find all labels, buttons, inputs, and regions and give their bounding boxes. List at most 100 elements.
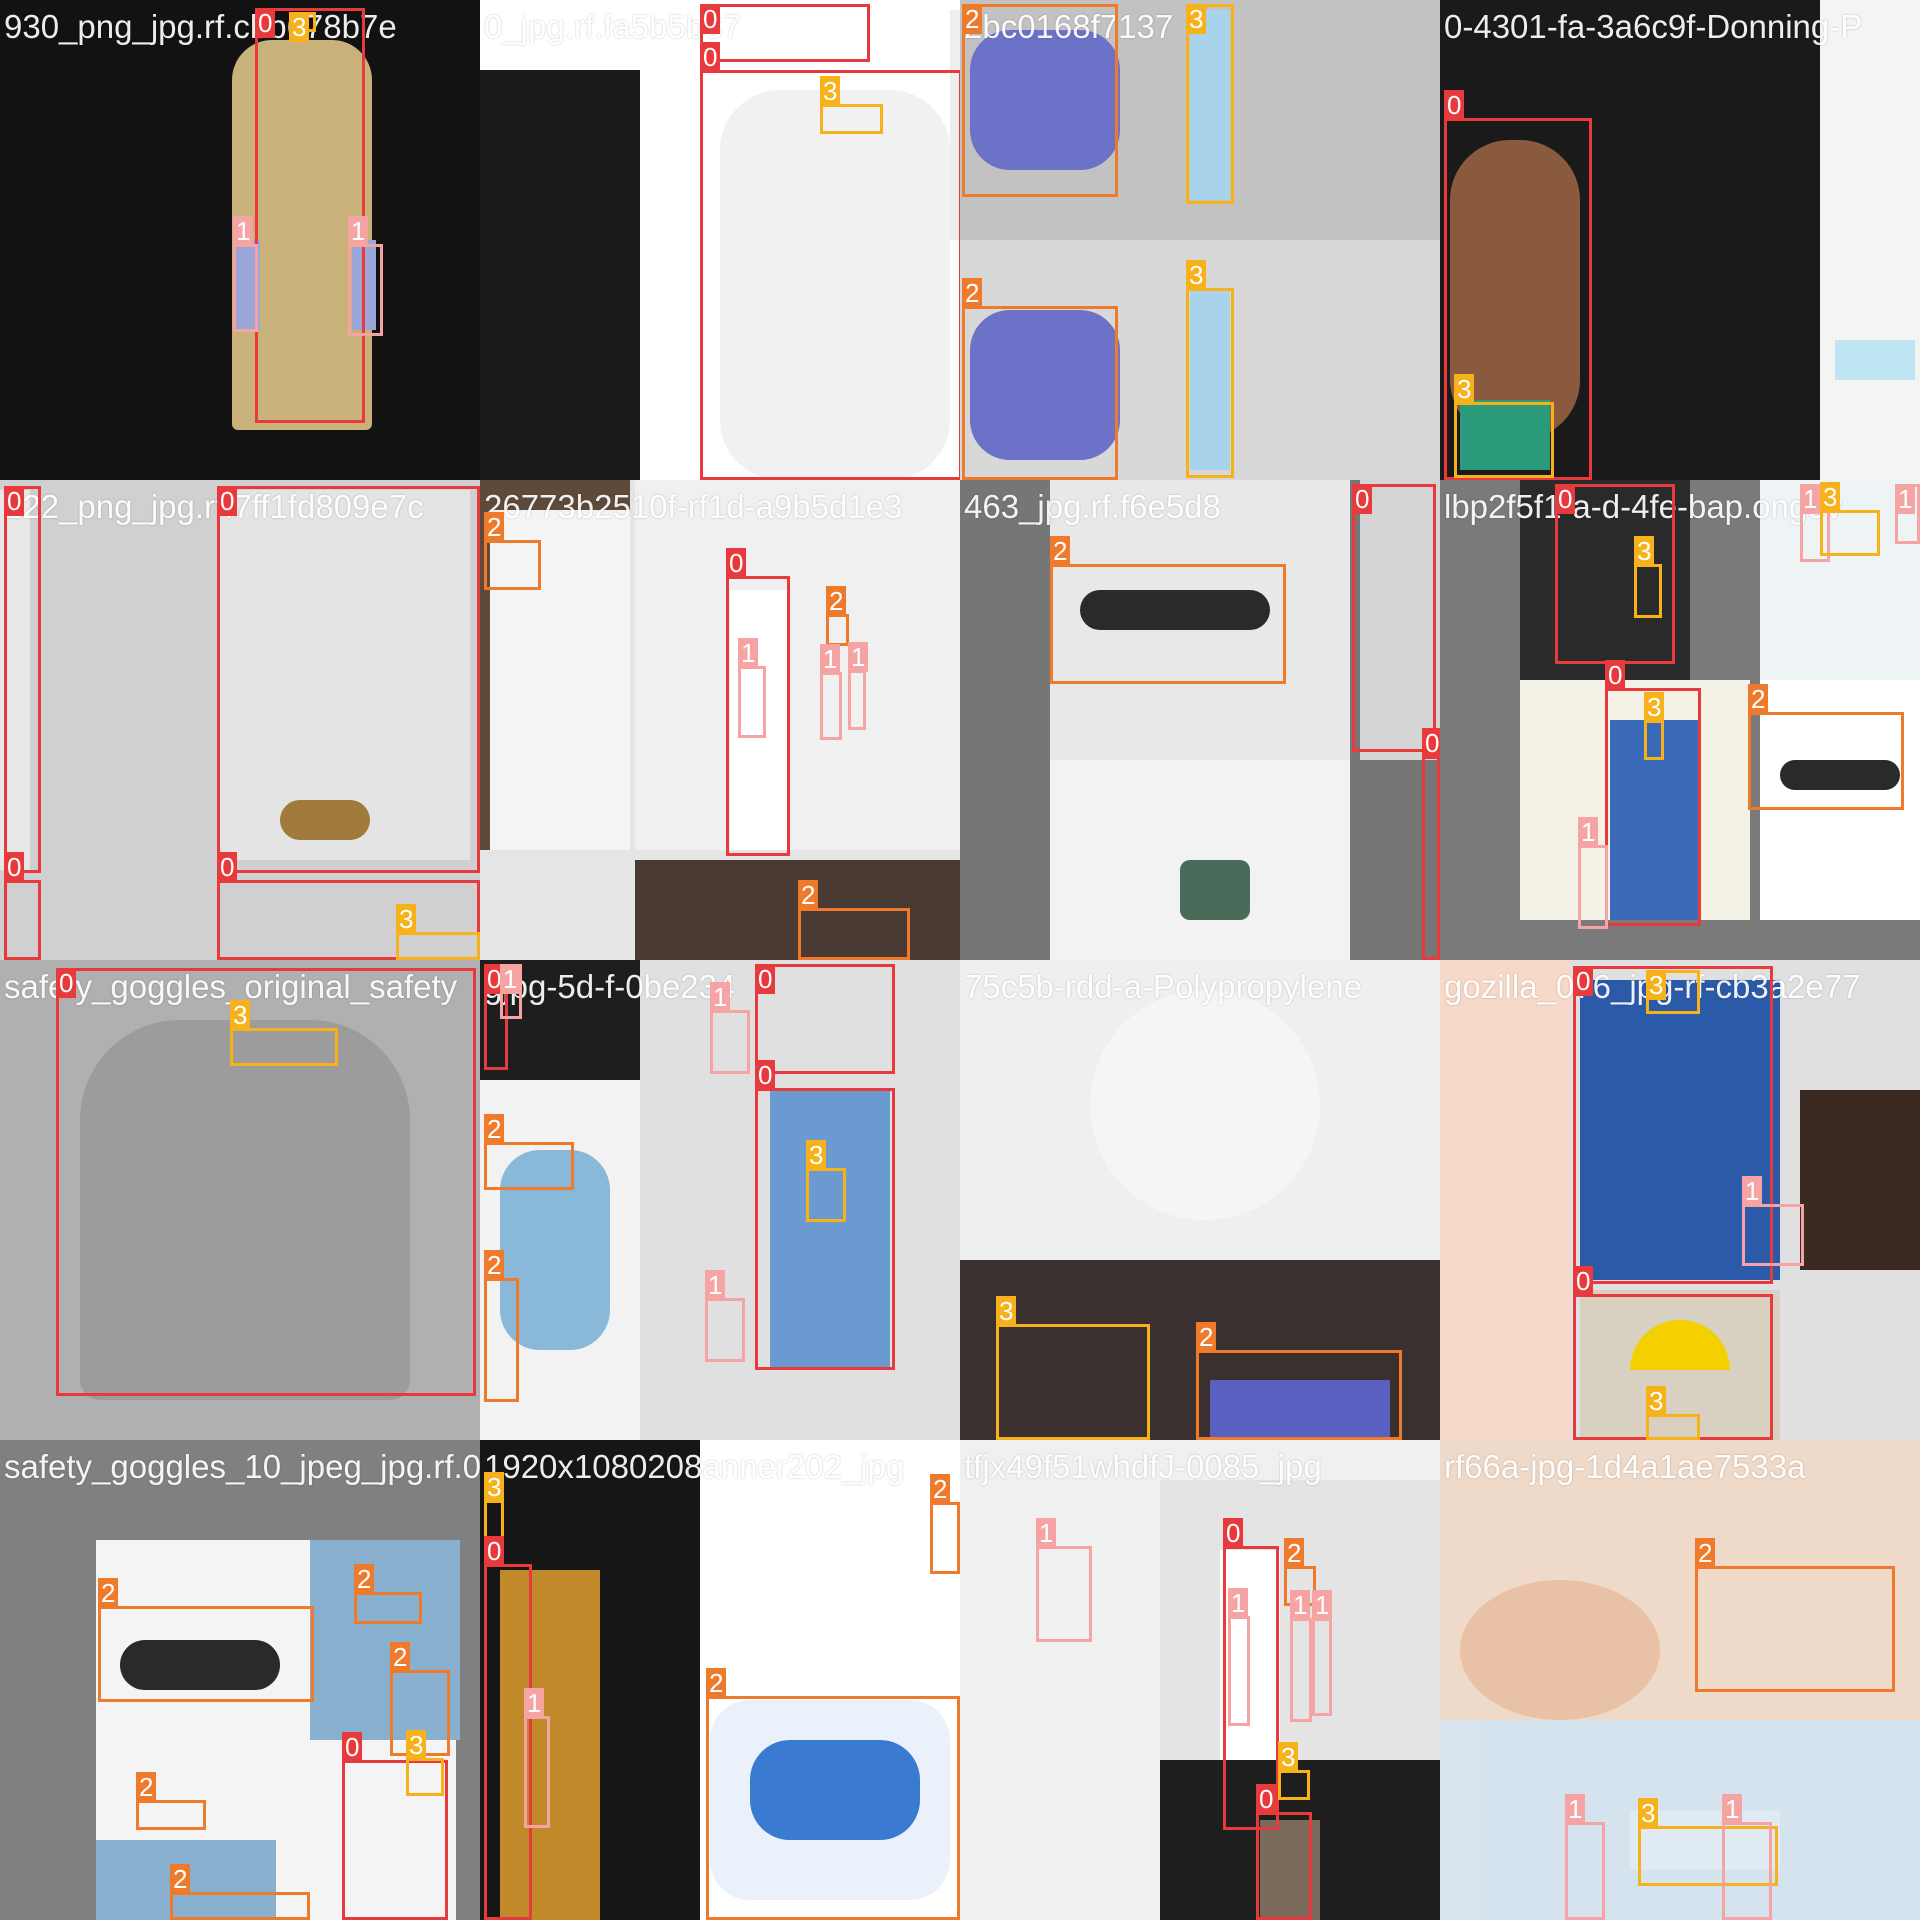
image-region <box>1210 1380 1390 1440</box>
box-class-label: 0 <box>484 964 505 994</box>
box-class-label: 3 <box>1820 482 1841 512</box>
tile-filename: gjpg-5d-f-0be234 <box>484 968 736 1005</box>
mosaic-tile: 2bc0168f7137 2 3 2 3 <box>960 0 1440 480</box>
image-region <box>770 1090 890 1370</box>
box-class-label: 0 <box>1573 966 1594 996</box>
box-class-label: 3 <box>1454 374 1475 404</box>
box-class-label: 0 <box>726 548 747 578</box>
mosaic-tile: gozilla_076_jpg-rf-cb3a2e7703103 <box>1440 960 1920 1440</box>
mosaic-tile: 75c5b-rdd-a-Polypropylene 3 2 <box>960 960 1440 1440</box>
box-class-label: 1 <box>1036 1518 1057 1548</box>
box-class-label: 1 <box>820 644 841 674</box>
box-class-label: 2 <box>170 1864 191 1894</box>
box-class-label: 1 <box>1312 1590 1333 1620</box>
box-class-label: 1 <box>710 982 731 1012</box>
box-class-label: 2 <box>1284 1538 1305 1568</box>
tile-filename: safety_goggles_original_safety <box>4 968 458 1005</box>
image-region <box>960 1480 1160 1760</box>
tile-filename: 26773b2510f-rf1d-a9b5d1e3 <box>484 488 903 525</box>
box-class-label: 0 <box>1573 1266 1594 1296</box>
box-class-label: 1 <box>1895 484 1916 514</box>
box-class-label: 0 <box>1223 1518 1244 1548</box>
box-class-label: 3 <box>289 12 310 42</box>
box-class-label: 2 <box>484 512 505 542</box>
tile-filename: 463_jpg.rf.f6e5d8 <box>964 488 1221 525</box>
mosaic-tile: safety_goggles_original_safety 0 3 <box>0 960 480 1440</box>
box-class-label: 0 <box>56 968 77 998</box>
box-class-label: 2 <box>390 1642 411 1672</box>
image-region <box>1260 1820 1320 1920</box>
tile-filename: 0_jpg.rf.fa5b5b37 <box>484 8 741 45</box>
image-region <box>1090 990 1320 1220</box>
mosaic-tile: rf66a-jpg-1d4a1ae7533a 2 1 3 1 <box>1440 1440 1920 1920</box>
image-region <box>280 800 370 840</box>
box-class-label: 1 <box>1565 1794 1586 1824</box>
image-region <box>730 590 790 850</box>
image-region <box>1800 1090 1920 1270</box>
box-class-label: 3 <box>1646 1386 1667 1416</box>
image-region <box>1190 10 1230 200</box>
image-region <box>750 1740 920 1840</box>
image-region <box>1190 290 1230 470</box>
image-region <box>0 490 30 870</box>
box-class-label: 2 <box>930 1474 951 1504</box>
image-region <box>500 1570 600 1920</box>
box-class-label: 3 <box>1186 4 1207 34</box>
box-class-label: 2 <box>1748 684 1769 714</box>
mosaic-tile: tfjx49f51whdfJ-0085_jpg 1 0 2 1 1 1 3 0 <box>960 1440 1440 1920</box>
box-class-label: 2 <box>484 1250 505 1280</box>
box-class-label: 0 <box>755 1060 776 1090</box>
box-class-label: 1 <box>1228 1588 1249 1618</box>
mosaic-tile: 1920x1080208anner202_jpg 3 0 1 2 2 <box>480 1440 960 1920</box>
image-region <box>1780 760 1900 790</box>
box-class-label: 3 <box>1646 970 1667 1000</box>
mosaic-tile: 26773b2510f-rf1d-a9b5d1e3 2 0 2 1 1 1 2 <box>480 480 960 960</box>
image-region <box>1460 1580 1660 1720</box>
mosaic-tile: 0-4301-fa-3a6c9f-Donning-P 0 3 <box>1440 0 1920 480</box>
box-class-label: 0 <box>700 42 721 72</box>
box-class-label: 0 <box>217 852 238 882</box>
image-region <box>1460 400 1550 470</box>
box-class-label: 0 <box>1605 660 1626 690</box>
tile-filename: rf66a-jpg-1d4a1ae7533a <box>1444 1448 1806 1485</box>
box-class-label: 2 <box>484 1114 505 1144</box>
box-class-label: 2 <box>354 1564 375 1594</box>
image-region <box>80 1020 410 1400</box>
tile-filename: tfjx49f51whdfJ-0085_jpg <box>964 1448 1322 1485</box>
box-class-label: 0 <box>1444 90 1465 120</box>
image-region <box>1760 480 1920 680</box>
mosaic-tile: 0_jpg.rf.fa5b5b3700302 <box>480 0 960 480</box>
image-region <box>500 1150 610 1350</box>
box-class-label: 2 <box>798 880 819 910</box>
box-class-label: 3 <box>1186 260 1207 290</box>
image-region <box>480 70 640 480</box>
box-class-label: 1 <box>1742 1176 1763 1206</box>
image-region <box>950 10 960 240</box>
box-class-label: 2 <box>826 586 847 616</box>
image-region <box>490 510 630 850</box>
image-region <box>1835 340 1915 380</box>
box-class-label: 3 <box>230 1000 251 1030</box>
box-class-label: 0 <box>1555 484 1576 514</box>
box-class-label: 0 <box>1256 1784 1277 1814</box>
box-class-label: 0 <box>342 1732 363 1762</box>
image-region <box>480 860 635 960</box>
image-region <box>635 480 960 850</box>
box-class-label: 3 <box>806 1140 827 1170</box>
image-region <box>220 490 470 860</box>
image-region <box>635 860 960 960</box>
box-class-label: 2 <box>962 278 983 308</box>
box-class-label: 0 <box>4 852 25 882</box>
box-class-label: 2 <box>98 1578 119 1608</box>
box-class-label: 0 <box>1422 728 1440 758</box>
box-class-label: 1 <box>233 216 254 246</box>
box-class-label: 1 <box>524 1688 545 1718</box>
box-class-label: 3 <box>1278 1742 1299 1772</box>
image-region <box>970 310 1120 460</box>
box-class-label: 3 <box>1644 692 1665 722</box>
tile-filename: 930_png_jpg.rf.cbb678b7e <box>4 8 397 45</box>
image-region <box>1580 980 1780 1280</box>
box-class-label: 0 <box>755 964 776 994</box>
box-class-label: 0 <box>217 486 238 516</box>
